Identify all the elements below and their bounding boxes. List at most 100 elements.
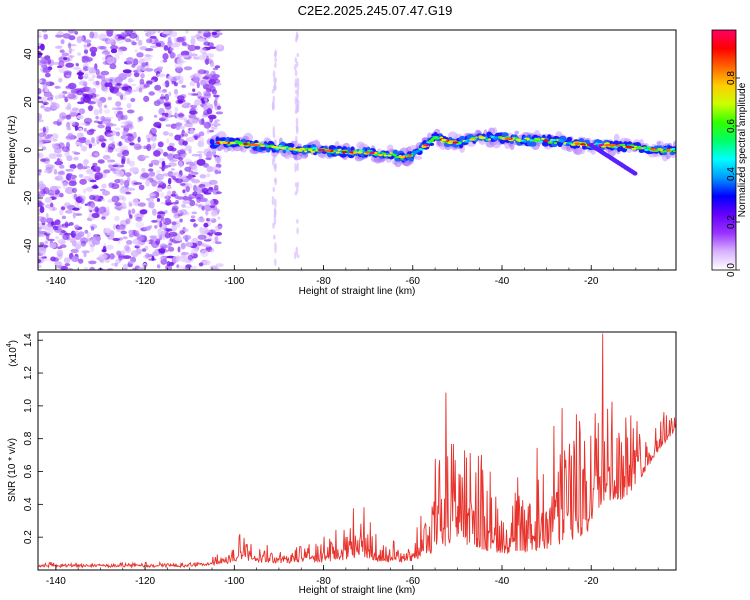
noise-blob bbox=[89, 128, 95, 135]
noise-blob bbox=[162, 244, 171, 249]
streak-blob bbox=[273, 164, 277, 169]
noise-blob bbox=[97, 198, 102, 202]
noise-blob bbox=[181, 103, 191, 109]
noise-blob bbox=[109, 85, 115, 93]
streak-blob bbox=[296, 181, 300, 188]
noise-blob bbox=[117, 91, 121, 97]
noise-blob bbox=[171, 224, 177, 232]
noise-blob bbox=[38, 35, 42, 38]
noise-blob bbox=[67, 43, 77, 47]
signal-inner bbox=[304, 150, 308, 153]
noise-blob bbox=[164, 195, 172, 200]
noise-blob bbox=[198, 136, 205, 144]
noise-blob bbox=[107, 143, 116, 150]
noise-blob bbox=[160, 249, 169, 253]
noise-blob bbox=[126, 103, 132, 109]
noise-blob bbox=[57, 92, 66, 98]
noise-blob bbox=[156, 187, 163, 193]
noise-blob bbox=[102, 154, 111, 160]
noise-blob bbox=[215, 191, 222, 195]
noise-blob bbox=[180, 55, 190, 58]
noise-blob bbox=[170, 78, 178, 82]
noise-blob bbox=[176, 196, 185, 200]
noise-blob bbox=[136, 236, 143, 241]
noise-blob bbox=[109, 79, 113, 82]
noise-blob bbox=[82, 96, 92, 103]
y-tick-label: -40 bbox=[23, 238, 34, 253]
noise-blob bbox=[38, 136, 42, 142]
noise-blob bbox=[164, 93, 170, 101]
noise-blob bbox=[181, 84, 187, 88]
noise-blob bbox=[73, 152, 81, 155]
noise-blob bbox=[104, 116, 114, 120]
noise-blob bbox=[115, 107, 123, 111]
noise-blob bbox=[157, 30, 161, 34]
noise-blob bbox=[50, 256, 56, 262]
noise-blob bbox=[76, 35, 85, 43]
noise-blob bbox=[135, 248, 142, 255]
noise-blob bbox=[190, 248, 199, 254]
signal-hotspot bbox=[243, 142, 248, 146]
noise-blob bbox=[146, 143, 152, 152]
noise-blob bbox=[91, 185, 99, 189]
noise-blob bbox=[214, 225, 223, 230]
noise-blob bbox=[124, 244, 130, 251]
noise-blob bbox=[130, 83, 137, 87]
signal-hotspot bbox=[407, 154, 412, 157]
noise-blob bbox=[173, 41, 181, 48]
noise-blob bbox=[171, 205, 179, 212]
noise-blob bbox=[210, 210, 218, 217]
noise-blob bbox=[86, 43, 92, 47]
noise-blob bbox=[66, 174, 72, 181]
noise-blob bbox=[56, 249, 64, 257]
noise-blob bbox=[137, 202, 146, 207]
noise-blob bbox=[143, 95, 150, 102]
signal-inner bbox=[335, 151, 340, 154]
noise-blob bbox=[151, 220, 158, 223]
signal-hotspot bbox=[370, 151, 375, 155]
noise-blob bbox=[104, 88, 109, 94]
signal-inner bbox=[553, 141, 558, 145]
noise-blob bbox=[83, 117, 93, 124]
noise-blob bbox=[119, 46, 128, 52]
noise-blob bbox=[191, 116, 201, 123]
signal-inner bbox=[393, 154, 397, 157]
noise-blob bbox=[140, 73, 145, 79]
noise-blob bbox=[196, 150, 204, 154]
noise-blob bbox=[118, 255, 127, 258]
noise-blob bbox=[105, 125, 112, 132]
noise-blob bbox=[125, 240, 133, 245]
noise-blob bbox=[110, 48, 118, 54]
noise-blob bbox=[119, 178, 124, 186]
noise-blob bbox=[92, 162, 98, 167]
noise-blob bbox=[95, 115, 99, 120]
noise-blob bbox=[157, 40, 165, 48]
noise-blob bbox=[80, 237, 89, 244]
streak-blob bbox=[274, 62, 277, 68]
signal-inner bbox=[378, 153, 384, 157]
noise-blob bbox=[124, 124, 132, 129]
noise-blob bbox=[168, 91, 172, 97]
noise-blob bbox=[97, 159, 105, 164]
noise-blob bbox=[114, 127, 121, 131]
y-tick-label: 0.8 bbox=[23, 431, 34, 445]
noise-blob bbox=[166, 261, 171, 267]
noise-blob bbox=[56, 158, 61, 165]
signal-hotspot bbox=[665, 148, 671, 152]
noise-blob bbox=[99, 46, 107, 50]
noise-blob bbox=[160, 93, 164, 97]
noise-blob bbox=[38, 50, 43, 59]
noise-blob bbox=[183, 132, 189, 138]
noise-blob bbox=[83, 39, 92, 44]
noise-blob bbox=[167, 36, 172, 44]
noise-blob bbox=[168, 132, 174, 137]
noise-blob bbox=[158, 90, 164, 93]
noise-blob bbox=[58, 60, 65, 68]
y-tick-label: 0.4 bbox=[23, 497, 34, 511]
scale-factor-text: (x10 bbox=[8, 347, 19, 367]
noise-blob bbox=[78, 80, 88, 86]
noise-blob bbox=[183, 102, 188, 106]
noise-blob bbox=[162, 165, 172, 168]
noise-blob bbox=[187, 44, 197, 52]
noise-blob bbox=[208, 129, 215, 133]
